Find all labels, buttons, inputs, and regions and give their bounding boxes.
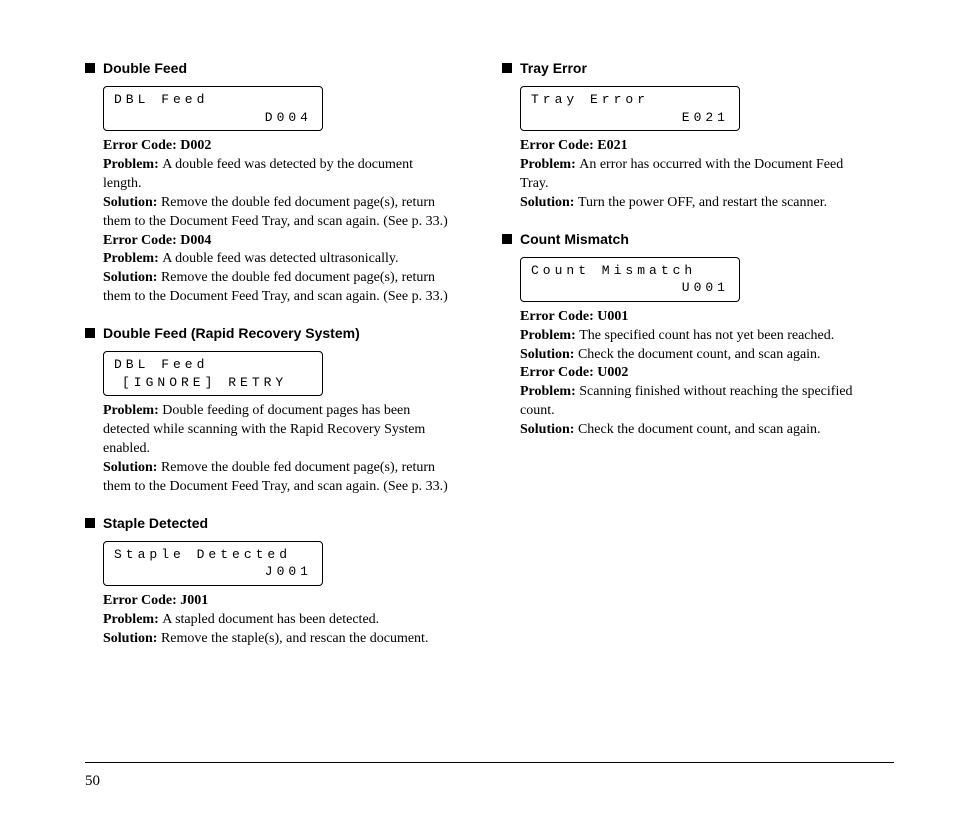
lcd-line2: J001 bbox=[114, 563, 314, 581]
problem-label: Problem: bbox=[103, 251, 162, 266]
lcd-line1: Count Mismatch bbox=[531, 262, 731, 280]
problem-line: Problem: A double feed was detected ultr… bbox=[103, 250, 452, 269]
section-count-mismatch: Count Mismatch Count Mismatch U001 Error… bbox=[502, 231, 869, 440]
error-code: Error Code: U001 bbox=[520, 308, 869, 327]
error-code: Error Code: D002 bbox=[103, 137, 452, 156]
solution-label: Solution: bbox=[520, 347, 578, 362]
lcd-line1: DBL Feed bbox=[114, 91, 314, 109]
section-staple-detected: Staple Detected Staple Detected J001 Err… bbox=[85, 515, 452, 649]
problem-line: Problem: Double feeding of document page… bbox=[103, 402, 452, 459]
problem-label: Problem: bbox=[520, 384, 579, 399]
right-column: Tray Error Tray Error E021 Error Code: E… bbox=[502, 60, 869, 666]
problem-label: Problem: bbox=[103, 403, 162, 418]
lcd-display: Count Mismatch U001 bbox=[520, 257, 740, 302]
solution-label: Solution: bbox=[520, 195, 578, 210]
section-double-feed: Double Feed DBL Feed D004 Error Code: D0… bbox=[85, 60, 452, 307]
problem-label: Problem: bbox=[103, 157, 162, 172]
heading-double-feed-rrs: Double Feed (Rapid Recovery System) bbox=[85, 325, 452, 341]
solution-line: Solution: Remove the double fed document… bbox=[103, 269, 452, 307]
error-code: Error Code: D004 bbox=[103, 232, 452, 251]
solution-line: Solution: Remove the double fed document… bbox=[103, 459, 452, 497]
lcd-line2: E021 bbox=[531, 109, 731, 127]
square-bullet-icon bbox=[85, 518, 95, 528]
square-bullet-icon bbox=[502, 63, 512, 73]
body-text: Error Code: U001 Problem: The specified … bbox=[520, 308, 869, 440]
lcd-display: DBL Feed D004 bbox=[103, 86, 323, 131]
problem-line: Problem: The specified count has not yet… bbox=[520, 327, 869, 346]
square-bullet-icon bbox=[85, 328, 95, 338]
problem-text: A double feed was detected ultrasonicall… bbox=[162, 251, 398, 266]
heading-text: Double Feed (Rapid Recovery System) bbox=[103, 325, 360, 341]
solution-text: Turn the power OFF, and restart the scan… bbox=[578, 195, 827, 210]
heading-count-mismatch: Count Mismatch bbox=[502, 231, 869, 247]
lcd-display: DBL Feed [IGNORE] RETRY bbox=[103, 351, 323, 396]
heading-text: Double Feed bbox=[103, 60, 187, 76]
solution-label: Solution: bbox=[103, 270, 161, 285]
problem-text: A stapled document has been detected. bbox=[162, 612, 379, 627]
page-content: Double Feed DBL Feed D004 Error Code: D0… bbox=[0, 0, 954, 666]
error-code: Error Code: J001 bbox=[103, 592, 452, 611]
square-bullet-icon bbox=[502, 234, 512, 244]
lcd-line2: [IGNORE] RETRY bbox=[114, 374, 314, 392]
solution-line: Solution: Remove the staple(s), and resc… bbox=[103, 630, 452, 649]
heading-text: Tray Error bbox=[520, 60, 587, 76]
problem-label: Problem: bbox=[103, 612, 162, 627]
page-number: 50 bbox=[85, 773, 100, 790]
lcd-display: Tray Error E021 bbox=[520, 86, 740, 131]
left-column: Double Feed DBL Feed D004 Error Code: D0… bbox=[85, 60, 452, 666]
lcd-line2: D004 bbox=[114, 109, 314, 127]
solution-line: Solution: Turn the power OFF, and restar… bbox=[520, 194, 869, 213]
heading-double-feed: Double Feed bbox=[85, 60, 452, 76]
problem-line: Problem: Scanning finished without reach… bbox=[520, 383, 869, 421]
solution-line: Solution: Remove the double fed document… bbox=[103, 194, 452, 232]
solution-label: Solution: bbox=[520, 422, 578, 437]
footer-rule bbox=[85, 762, 894, 763]
solution-text: Check the document count, and scan again… bbox=[578, 422, 821, 437]
problem-line: Problem: A stapled document has been det… bbox=[103, 611, 452, 630]
solution-text: Check the document count, and scan again… bbox=[578, 347, 821, 362]
problem-line: Problem: An error has occurred with the … bbox=[520, 156, 869, 194]
problem-label: Problem: bbox=[520, 157, 579, 172]
solution-label: Solution: bbox=[103, 460, 161, 475]
lcd-display: Staple Detected J001 bbox=[103, 541, 323, 586]
lcd-line1: Tray Error bbox=[531, 91, 731, 109]
heading-text: Staple Detected bbox=[103, 515, 208, 531]
body-text: Problem: Double feeding of document page… bbox=[103, 402, 452, 496]
solution-text: Remove the staple(s), and rescan the doc… bbox=[161, 631, 428, 646]
error-code: Error Code: U002 bbox=[520, 364, 869, 383]
heading-tray-error: Tray Error bbox=[502, 60, 869, 76]
section-tray-error: Tray Error Tray Error E021 Error Code: E… bbox=[502, 60, 869, 213]
error-code: Error Code: E021 bbox=[520, 137, 869, 156]
heading-text: Count Mismatch bbox=[520, 231, 629, 247]
section-double-feed-rrs: Double Feed (Rapid Recovery System) DBL … bbox=[85, 325, 452, 497]
body-text: Error Code: E021 Problem: An error has o… bbox=[520, 137, 869, 213]
problem-label: Problem: bbox=[520, 328, 579, 343]
square-bullet-icon bbox=[85, 63, 95, 73]
solution-line: Solution: Check the document count, and … bbox=[520, 421, 869, 440]
lcd-line1: Staple Detected bbox=[114, 546, 314, 564]
solution-label: Solution: bbox=[103, 631, 161, 646]
solution-label: Solution: bbox=[103, 195, 161, 210]
heading-staple-detected: Staple Detected bbox=[85, 515, 452, 531]
body-text: Error Code: J001 Problem: A stapled docu… bbox=[103, 592, 452, 649]
problem-text: The specified count has not yet been rea… bbox=[579, 328, 834, 343]
problem-line: Problem: A double feed was detected by t… bbox=[103, 156, 452, 194]
body-text: Error Code: D002 Problem: A double feed … bbox=[103, 137, 452, 307]
solution-line: Solution: Check the document count, and … bbox=[520, 346, 869, 365]
lcd-line1: DBL Feed bbox=[114, 356, 314, 374]
lcd-line2: U001 bbox=[531, 279, 731, 297]
